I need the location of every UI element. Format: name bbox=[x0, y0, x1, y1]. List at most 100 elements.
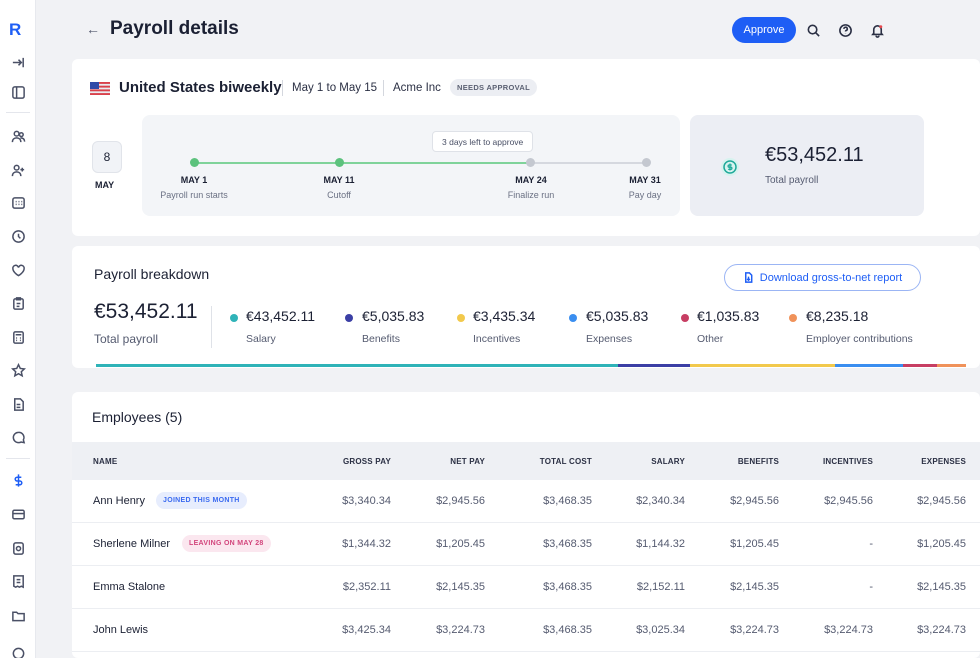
milestone-date: MAY 31 bbox=[629, 175, 661, 185]
sidebar: R bbox=[0, 0, 36, 658]
column-header-net-pay[interactable]: NET PAY bbox=[450, 457, 485, 466]
expenses-amount: €5,035.83 bbox=[586, 308, 649, 324]
column-header-expenses[interactable]: EXPENSES bbox=[921, 457, 966, 466]
milestone-label: Payroll run starts bbox=[160, 190, 228, 200]
column-header-total-cost[interactable]: TOTAL COST bbox=[539, 457, 592, 466]
milestone-date: MAY 24 bbox=[515, 175, 547, 185]
star-icon[interactable] bbox=[8, 360, 28, 380]
benefits-label: Benefits bbox=[362, 333, 400, 345]
file-download-icon bbox=[744, 272, 753, 283]
chat-icon[interactable] bbox=[8, 427, 28, 447]
table-cell: $3,224.73 bbox=[436, 624, 485, 636]
calendar-grid-icon[interactable] bbox=[8, 192, 28, 212]
legend-dot-salary bbox=[230, 314, 238, 322]
folder-icon[interactable] bbox=[8, 605, 28, 625]
payrun-name: United States biweekly bbox=[119, 79, 282, 96]
bar-segment bbox=[937, 364, 966, 367]
table-cell: $1,205.45 bbox=[917, 538, 966, 550]
receipt-icon[interactable] bbox=[8, 571, 28, 591]
clipboard-icon[interactable] bbox=[8, 293, 28, 313]
milestone-dot bbox=[335, 158, 344, 167]
table-cell: - bbox=[869, 581, 873, 593]
app-logo[interactable]: R bbox=[9, 20, 22, 39]
employer-contributions-label: Employer contributions bbox=[806, 333, 913, 345]
document-icon[interactable] bbox=[8, 394, 28, 414]
legend-dot-employer-contributions bbox=[789, 314, 797, 322]
people-icon[interactable] bbox=[8, 126, 28, 146]
legend-dot-benefits bbox=[345, 314, 353, 322]
timeline-progress bbox=[195, 162, 340, 164]
search-icon[interactable] bbox=[804, 21, 822, 39]
employees-title: Employees (5) bbox=[92, 409, 183, 425]
clock-icon[interactable] bbox=[8, 226, 28, 246]
milestone-dot bbox=[526, 158, 535, 167]
table-cell: $2,352.11 bbox=[342, 581, 391, 593]
table-cell: $1,205.45 bbox=[730, 538, 779, 550]
employee-name[interactable]: Emma Stalone bbox=[93, 581, 166, 593]
breakdown-stacked-bar bbox=[96, 364, 966, 367]
table-row[interactable]: John Lewis $3,425.34 $3,224.73 $3,468.35 $3,… bbox=[72, 609, 980, 652]
table-cell: $2,152.11 bbox=[636, 581, 685, 593]
coins-icon[interactable] bbox=[8, 538, 28, 558]
table-cell: $1,144.32 bbox=[636, 538, 685, 550]
legend-dot-other bbox=[681, 314, 689, 322]
milestone-dot bbox=[642, 158, 651, 167]
salary-label: Salary bbox=[246, 333, 276, 345]
employee-name[interactable]: Ann Henry bbox=[93, 495, 145, 507]
table-cell: $2,945.56 bbox=[436, 495, 485, 507]
employee-name[interactable]: John Lewis bbox=[93, 624, 149, 636]
column-header-incentives[interactable]: INCENTIVES bbox=[822, 457, 873, 466]
table-cell: $3,224.73 bbox=[824, 624, 873, 636]
download-report-label: Download gross-to-net report bbox=[759, 271, 903, 284]
table-cell: $2,340.34 bbox=[636, 495, 685, 507]
table-cell: $1,205.45 bbox=[436, 538, 485, 550]
total-payroll-amount: €53,452.11 bbox=[765, 144, 864, 166]
column-header-gross-pay[interactable]: GROSS PAY bbox=[342, 457, 391, 466]
divider bbox=[211, 306, 212, 348]
approval-tooltip: 3 days left to approve bbox=[432, 131, 534, 152]
us-flag-icon bbox=[90, 82, 110, 95]
dollar-circle-icon bbox=[721, 158, 739, 176]
benefits-amount: €5,035.83 bbox=[362, 308, 425, 324]
company-name: Acme Inc bbox=[393, 82, 441, 94]
approve-button[interactable]: Approve bbox=[732, 17, 796, 43]
collapse-icon[interactable] bbox=[8, 52, 28, 72]
back-arrow-icon[interactable]: ← bbox=[86, 21, 100, 37]
employee-status-tag: LEAVING ON MAY 28 bbox=[182, 535, 271, 552]
card-icon[interactable] bbox=[8, 504, 28, 524]
table-cell: $3,340.34 bbox=[342, 495, 391, 507]
download-report-button[interactable]: Download gross-to-net report bbox=[724, 264, 921, 291]
column-header-benefits[interactable]: BENEFITS bbox=[737, 457, 779, 466]
help-icon[interactable] bbox=[836, 21, 854, 39]
table-cell: $3,224.73 bbox=[730, 624, 779, 636]
bar-segment bbox=[96, 364, 618, 367]
table-cell: $2,145.35 bbox=[436, 581, 485, 593]
column-header-name[interactable]: NAME bbox=[93, 457, 118, 466]
notification-bell-icon[interactable] bbox=[868, 21, 886, 39]
legend-dot-expenses bbox=[569, 314, 577, 322]
timeline-progress bbox=[340, 162, 530, 164]
heart-icon[interactable] bbox=[8, 260, 28, 280]
add-person-icon[interactable] bbox=[8, 160, 28, 180]
breakdown-total-label: Total payroll bbox=[94, 332, 159, 346]
sidebar-divider bbox=[6, 112, 30, 113]
sidebar-divider bbox=[6, 458, 30, 459]
bar-segment bbox=[903, 364, 938, 367]
panel-icon[interactable] bbox=[8, 82, 28, 102]
dollar-icon[interactable] bbox=[8, 470, 28, 490]
circle-icon[interactable] bbox=[8, 643, 28, 658]
employee-name[interactable]: Sherlene Milner bbox=[93, 538, 171, 550]
total-payroll-box: €53,452.11 Total payroll bbox=[690, 115, 924, 216]
calendar-date: 8 bbox=[92, 141, 122, 173]
table-cell: $3,468.35 bbox=[543, 624, 592, 636]
table-cell: $2,945.56 bbox=[824, 495, 873, 507]
calculator-icon[interactable] bbox=[8, 327, 28, 347]
column-header-salary[interactable]: SALARY bbox=[651, 457, 685, 466]
table-row[interactable]: Sherlene Milner LEAVING ON MAY 28 $1,344.3… bbox=[72, 523, 980, 566]
table-cell: $3,468.35 bbox=[543, 495, 592, 507]
table-row[interactable]: Ann Henry JOINED THIS MONTH $3,340.34 $2,94… bbox=[72, 480, 980, 523]
payrun-period: May 1 to May 15 bbox=[292, 82, 378, 94]
milestone-dot bbox=[190, 158, 199, 167]
table-row[interactable]: Emma Stalone $2,352.11 $2,145.35 $3,468.35 $… bbox=[72, 566, 980, 609]
page-header: ← Payroll details Approve bbox=[36, 0, 980, 58]
